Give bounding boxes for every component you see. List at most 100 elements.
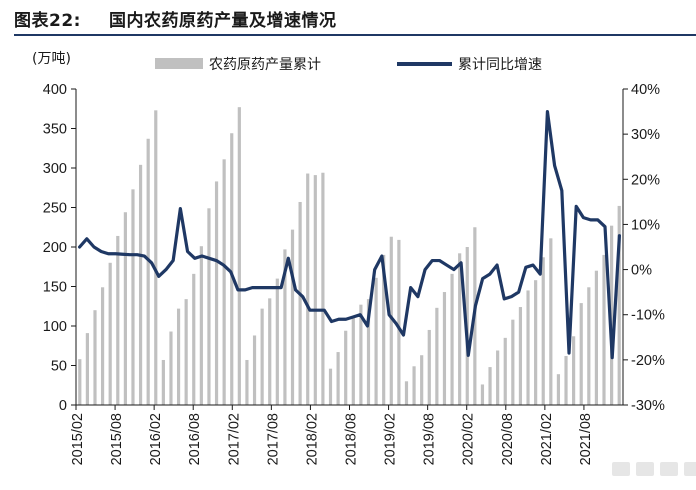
line-series (77, 109, 622, 360)
legend-bar-swatch (155, 58, 203, 69)
bar-20 (230, 133, 234, 406)
title-rule (14, 34, 696, 36)
bar-28 (290, 229, 295, 405)
bar-10 (154, 110, 158, 405)
bar-57 (511, 319, 515, 405)
bar-30 (306, 173, 310, 405)
bar-49 (450, 273, 454, 405)
bar-14 (184, 299, 188, 405)
left-tick-6: 300 (43, 161, 67, 177)
left-tick-8: 400 (43, 82, 67, 98)
bar-53 (480, 384, 485, 405)
bar-11 (161, 359, 165, 405)
bar-32 (321, 172, 325, 405)
bar-67 (587, 287, 591, 405)
left-tick-0: 0 (59, 398, 67, 414)
x-tick-13: 2021/08 (578, 413, 594, 465)
bar-3 (100, 287, 105, 405)
x-tick-3: 2016/08 (187, 413, 203, 465)
bar-45 (420, 355, 424, 405)
bar-69 (602, 254, 606, 405)
right-tick-5: 20% (631, 172, 660, 188)
bar-0 (78, 359, 82, 405)
bar-17 (207, 208, 211, 405)
bar-62 (549, 238, 553, 405)
bar-34 (336, 352, 340, 405)
bar-39 (374, 277, 378, 405)
figure-label: 图表22: (14, 11, 81, 31)
figure-title: 图表22: 国内农药原药产量及增速情况 (14, 6, 336, 31)
right-tick-4: 10% (631, 217, 660, 233)
x-tick-5: 2017/08 (265, 413, 281, 465)
bar-15 (192, 273, 196, 405)
x-tick-11: 2020/08 (500, 413, 516, 465)
legend-bar-label: 农药原药产量累计 (209, 57, 321, 73)
bar-50 (458, 253, 462, 405)
right-tick-7: 40% (631, 82, 660, 98)
left-tick-7: 350 (43, 122, 67, 138)
bar-59 (526, 290, 530, 405)
x-tick-8: 2019/02 (383, 413, 399, 465)
bar-48 (442, 292, 447, 405)
left-tick-4: 200 (43, 240, 67, 256)
x-tick-2: 2016/02 (148, 413, 164, 465)
bar-58 (518, 307, 523, 405)
x-tick-1: 2015/08 (109, 413, 125, 465)
bar-18 (214, 181, 219, 405)
bar-64 (564, 356, 568, 405)
legend-line-label: 累计同比增速 (458, 57, 542, 73)
bar-29 (298, 201, 302, 405)
bar-6 (123, 212, 127, 405)
x-tick-9: 2019/08 (422, 413, 438, 465)
bar-series (78, 107, 621, 406)
x-tick-7: 2018/08 (344, 413, 360, 465)
bar-66 (579, 303, 583, 405)
tick-labels: 0 50 100 150 200 250 300 350 400 -30% -20% -10% 0% 10… (43, 82, 665, 465)
x-tick-0: 2015/02 (70, 413, 86, 465)
bar-47 (435, 307, 439, 405)
bar-13 (176, 308, 181, 405)
watermark (612, 462, 696, 476)
left-tick-2: 100 (43, 319, 67, 335)
figure-title-text: 国内农药原药产量及增速情况 (108, 11, 337, 31)
bar-65 (572, 336, 576, 405)
bar-33 (328, 368, 333, 405)
bar-35 (344, 330, 348, 405)
bar-5 (116, 235, 120, 405)
bar-9 (146, 138, 150, 405)
bar-27 (283, 249, 287, 405)
bar-4 (108, 262, 112, 405)
bar-61 (541, 257, 545, 405)
right-tick-6: 30% (631, 127, 660, 143)
legend: 农药原药产量累计 累计同比增速 (155, 57, 542, 73)
bar-19 (222, 159, 226, 405)
bar-21 (237, 107, 241, 406)
bar-16 (199, 246, 203, 405)
right-tick-2: -10% (631, 308, 665, 324)
bar-43 (404, 381, 409, 405)
bar-71 (617, 205, 621, 405)
bar-68 (594, 270, 598, 405)
bar-38 (366, 299, 371, 405)
bar-70 (610, 225, 614, 405)
bar-55 (496, 350, 500, 405)
right-tick-3: 0% (631, 263, 652, 279)
right-tick-1: -20% (631, 353, 665, 369)
bar-44 (412, 366, 416, 405)
bar-54 (488, 367, 492, 405)
bar-25 (268, 298, 272, 405)
bar-26 (275, 278, 279, 405)
right-tick-0: -30% (631, 398, 665, 414)
bar-2 (93, 310, 97, 405)
left-axis-unit: (万吨) (32, 51, 71, 67)
bar-60 (534, 280, 538, 405)
left-tick-5: 250 (43, 201, 67, 217)
bar-24 (260, 308, 264, 405)
bar-8 (138, 164, 143, 405)
bar-56 (503, 337, 507, 405)
x-tick-6: 2018/02 (304, 413, 320, 465)
bar-22 (245, 359, 249, 405)
bar-12 (169, 331, 173, 405)
x-tick-4: 2017/02 (226, 413, 242, 465)
bar-42 (397, 239, 401, 405)
